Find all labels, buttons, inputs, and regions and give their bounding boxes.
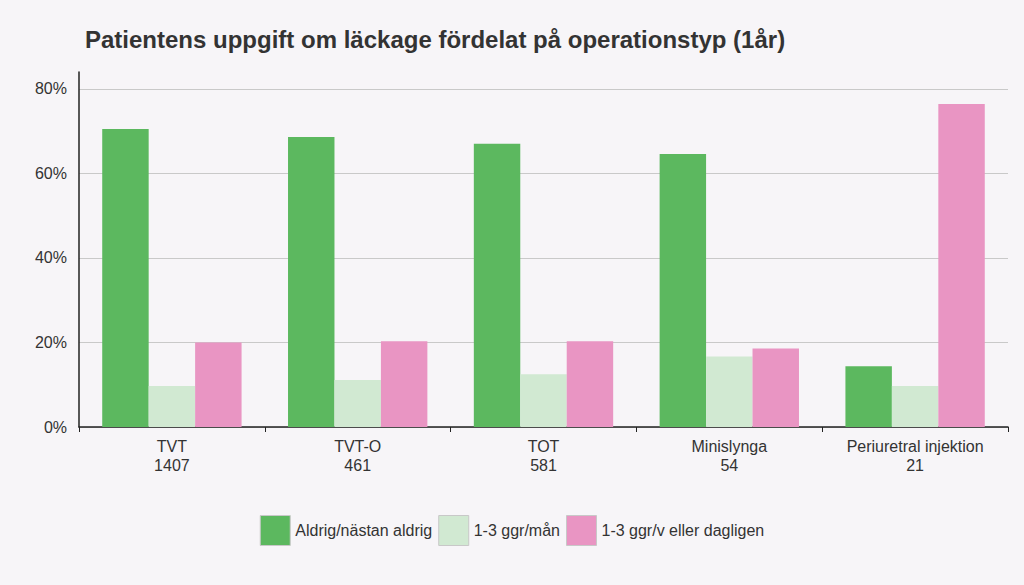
svg-text:Patientens uppgift om läckage: Patientens uppgift om läckage fördelat p… bbox=[85, 26, 785, 53]
svg-text:0%: 0% bbox=[44, 419, 67, 436]
svg-text:54: 54 bbox=[720, 457, 738, 474]
svg-text:40%: 40% bbox=[35, 249, 67, 266]
svg-text:80%: 80% bbox=[35, 80, 67, 97]
svg-text:1-3 ggr/v eller dagligen: 1-3 ggr/v eller dagligen bbox=[601, 522, 764, 539]
svg-text:60%: 60% bbox=[35, 165, 67, 182]
svg-text:1407: 1407 bbox=[154, 457, 190, 474]
svg-text:TOT: TOT bbox=[528, 438, 560, 455]
svg-text:1-3 ggr/mån: 1-3 ggr/mån bbox=[474, 522, 560, 539]
svg-text:Periuretral injektion: Periuretral injektion bbox=[847, 438, 984, 455]
svg-text:Minislynga: Minislynga bbox=[692, 438, 768, 455]
svg-text:20%: 20% bbox=[35, 334, 67, 351]
svg-text:Aldrig/nästan aldrig: Aldrig/nästan aldrig bbox=[295, 522, 432, 539]
svg-text:581: 581 bbox=[530, 457, 557, 474]
svg-text:21: 21 bbox=[906, 457, 924, 474]
svg-text:TVT: TVT bbox=[157, 438, 187, 455]
svg-text:TVT-O: TVT-O bbox=[334, 438, 381, 455]
svg-text:461: 461 bbox=[344, 457, 371, 474]
